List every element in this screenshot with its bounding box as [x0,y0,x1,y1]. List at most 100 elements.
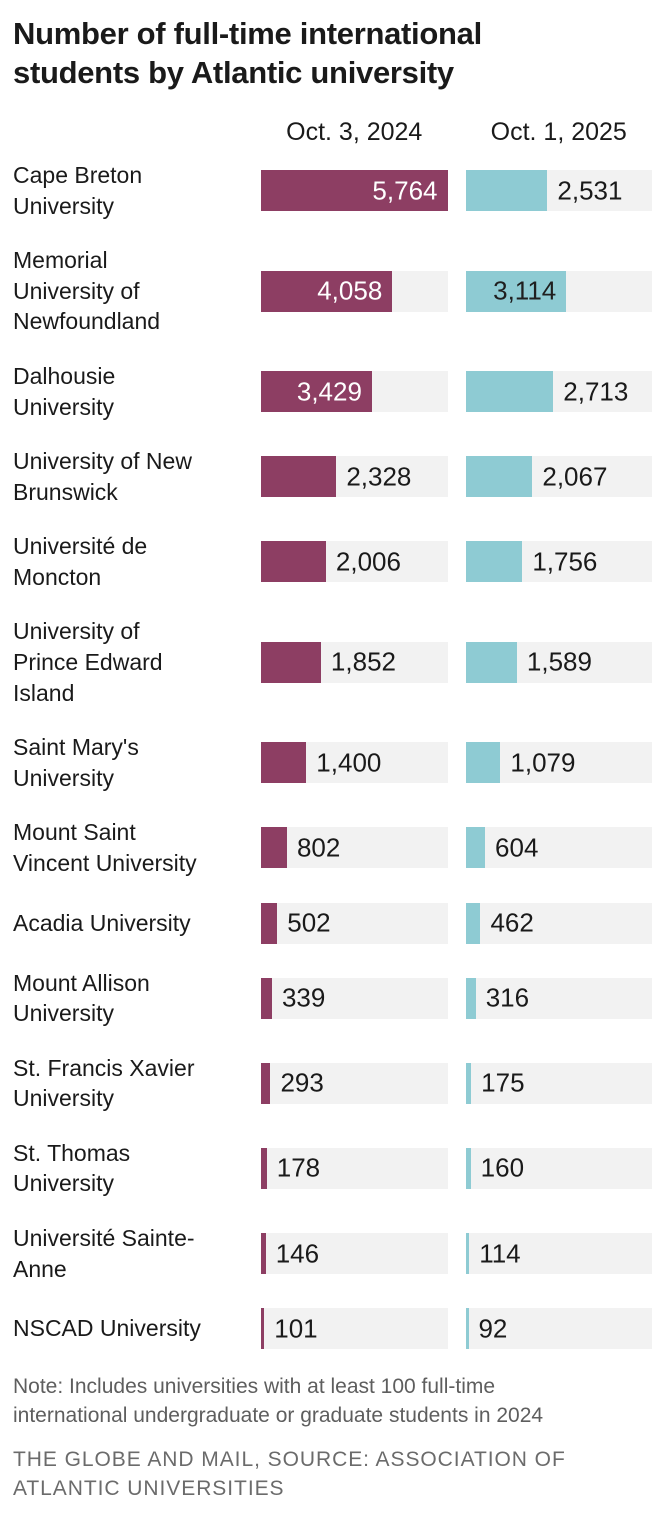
bar-track-2024: 2,006 [261,541,448,583]
bar-pair: 3,429 2,713 [261,371,652,413]
bar-pair: 178 160 [261,1147,652,1189]
bar-2025 [465,1062,472,1104]
bar-value-2024: 293 [280,1067,324,1098]
bar-track-2024: 1,400 [261,742,448,784]
bar-value-2024: 146 [275,1238,320,1269]
university-label: University of Prince Edward Island [13,618,163,706]
bar-2024 [261,170,448,212]
bar-track-2024: 1,852 [261,641,448,683]
bar-2025 [465,270,567,312]
bar-value-2025: 462 [490,907,534,938]
bar-pair: 1,400 1,079 [261,742,652,784]
bar-value-2024: 178 [276,1152,321,1183]
bar-pair: 802 604 [261,827,652,869]
bar-track-2024: 3,429 [261,371,448,413]
bar-track-2025: 1,756 [465,541,652,583]
bar-value-2024: 3,429 [296,376,362,407]
chart-title: Number of full-time international studen… [13,16,482,91]
column-header-oct-2025: Oct. 1, 2025 [490,118,627,147]
university-row: University of New Brunswick 2,328 2,067 [13,446,652,507]
bar-pair: 2,328 2,067 [261,456,652,498]
bar-2025 [465,170,548,212]
bar-pair: 1,852 1,589 [261,641,652,683]
header-spacer [13,118,261,147]
bar-2025 [465,1147,471,1189]
university-row: Acadia University 502 462 [13,902,652,944]
bar-track-2025: 114 [465,1233,652,1275]
bar-track-2025: 160 [465,1147,652,1189]
bar-track-2024: 5,764 [261,170,448,212]
bar-2025 [465,456,533,498]
bar-2024 [261,541,326,583]
bar-2025 [465,902,481,944]
bar-2024 [261,1308,265,1350]
bar-value-2024: 802 [296,832,341,863]
bar-track-2024: 293 [261,1062,448,1104]
bar-pair: 339 316 [261,977,652,1019]
bar-value-2025: 175 [481,1067,525,1098]
bar-track-2024: 4,058 [261,270,448,312]
bar-2024 [261,742,307,784]
university-row: University of Prince Edward Island 1,852… [13,616,652,708]
header-cells: Oct. 3, 2024 Oct. 1, 2025 [261,118,652,147]
bar-track-2025: 462 [465,902,652,944]
bar-chart-rows: Cape Breton University 5,764 2,531 Memor… [13,160,652,1350]
bar-track-2025: 604 [465,827,652,869]
university-row: Memorial University of Newfoundland 4,05… [13,245,652,337]
bar-2025 [465,641,517,683]
bar-track-2025: 3,114 [465,270,652,312]
bar-2025 [465,827,486,869]
bar-value-2024: 502 [287,907,331,938]
bar-value-2025: 1,079 [510,747,576,778]
university-label: Université de Moncton [13,533,148,590]
bar-value-2025: 114 [479,1238,521,1269]
bar-value-2025: 3,114 [493,275,557,306]
bar-value-2024: 4,058 [317,275,383,306]
bar-2024 [261,456,337,498]
bar-track-2024: 339 [261,977,448,1019]
bar-track-2025: 1,079 [465,742,652,784]
university-label: Cape Breton University [13,162,143,219]
bar-track-2024: 2,328 [261,456,448,498]
bar-2025 [465,742,501,784]
university-label: Mount Allison University [13,969,150,1027]
university-label: NSCAD University [13,1315,201,1342]
source-credit: THE GLOBE AND MAIL, SOURCE: ASSOCIATION … [13,1448,566,1501]
university-row: Saint Mary's University 1,400 1,079 [13,732,652,793]
university-label: University of New Brunswick [13,448,192,505]
bar-value-2025: 160 [480,1152,525,1183]
column-headers: Oct. 3, 2024 Oct. 1, 2025 [13,118,652,147]
bar-pair: 101 92 [261,1308,652,1350]
bar-value-2024: 1,852 [330,646,396,677]
bar-value-2025: 604 [495,832,539,863]
university-row: NSCAD University 101 92 [13,1308,652,1350]
bar-value-2025: 316 [485,982,530,1013]
bar-track-2024: 178 [261,1147,448,1189]
bar-value-2024: 1,400 [316,747,382,778]
bar-track-2025: 2,713 [465,371,652,413]
university-label: Dalhousie University [13,362,116,420]
bar-value-2025: 92 [478,1313,508,1344]
university-label: Université Sainte- Anne [13,1224,195,1282]
bar-value-2024: 101 [274,1313,318,1344]
bar-2025 [465,977,476,1019]
university-row: Cape Breton University 5,764 2,531 [13,160,652,221]
bar-value-2025: 1,756 [532,546,598,577]
university-row: Université de Moncton 2,006 1,756 [13,531,652,592]
bar-track-2024: 502 [261,902,448,944]
bar-2024 [261,977,272,1019]
bar-track-2024: 101 [261,1308,448,1350]
university-row: Mount Saint Vincent University 802 604 [13,817,652,878]
bar-pair: 146 114 [261,1233,652,1275]
bar-2025 [465,371,554,413]
bar-track-2025: 175 [465,1062,652,1104]
bar-2025 [465,1308,469,1350]
university-label: Saint Mary's University [13,734,139,791]
bar-2024 [261,371,372,413]
bar-2025 [465,541,523,583]
bar-2024 [261,1062,271,1104]
bar-track-2025: 1,589 [465,641,652,683]
bar-value-2025: 2,713 [563,376,629,407]
bar-pair: 5,764 2,531 [261,170,652,212]
